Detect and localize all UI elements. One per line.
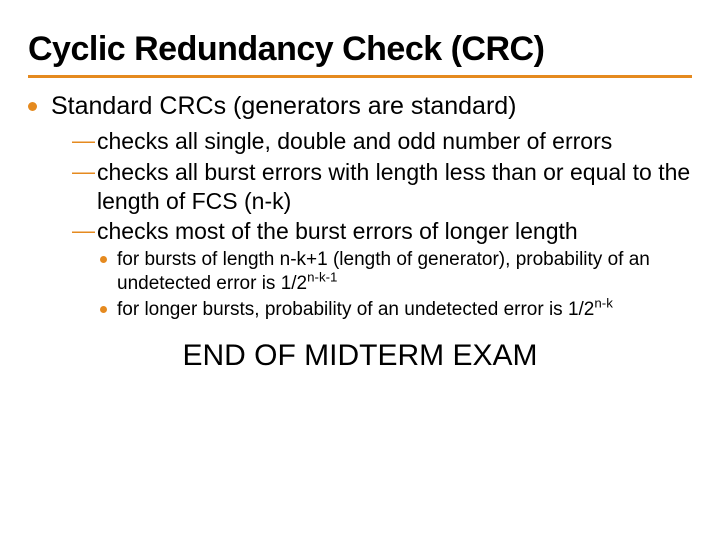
dash-icon: — — [72, 127, 95, 154]
bullet-level3-text: for longer bursts, probability of an und… — [117, 298, 613, 322]
dot-icon — [28, 102, 37, 111]
bullet-level3: for longer bursts, probability of an und… — [100, 298, 692, 322]
dot-icon — [100, 256, 107, 263]
title-underline — [28, 75, 692, 78]
bullet-level1-text: Standard CRCs (generators are standard) — [51, 92, 517, 121]
bullet-level2-text: checks most of the burst errors of longe… — [97, 217, 578, 246]
bullet-level2: — checks most of the burst errors of lon… — [72, 217, 692, 246]
dot-icon — [100, 306, 107, 313]
bullet-level2-text: checks all single, double and odd number… — [97, 127, 612, 156]
bullet-level3: for bursts of length n-k+1 (length of ge… — [100, 248, 692, 296]
slide-title: Cyclic Redundancy Check (CRC) — [28, 30, 692, 69]
dash-icon: — — [72, 158, 95, 185]
bullet-level3-text: for bursts of length n-k+1 (length of ge… — [117, 248, 692, 296]
bullet-level2-text: checks all burst errors with length less… — [97, 158, 692, 216]
level2-group: — checks all single, double and odd numb… — [72, 127, 692, 321]
bullet-level1: Standard CRCs (generators are standard) — [28, 92, 692, 121]
level3-group: for bursts of length n-k+1 (length of ge… — [100, 248, 692, 321]
bullet-level2: — checks all burst errors with length le… — [72, 158, 692, 216]
lvl3-sup: n-k — [594, 295, 612, 310]
bullet-level2: — checks all single, double and odd numb… — [72, 127, 692, 156]
lvl3-pre: for longer bursts, probability of an und… — [117, 299, 594, 320]
lvl3-pre: for bursts of length n-k+1 (length of ge… — [117, 249, 650, 294]
end-of-exam-line: END OF MIDTERM EXAM — [28, 339, 692, 373]
dash-icon: — — [72, 217, 95, 244]
slide: Cyclic Redundancy Check (CRC) Standard C… — [0, 0, 720, 540]
lvl3-sup: n-k-1 — [307, 269, 337, 284]
